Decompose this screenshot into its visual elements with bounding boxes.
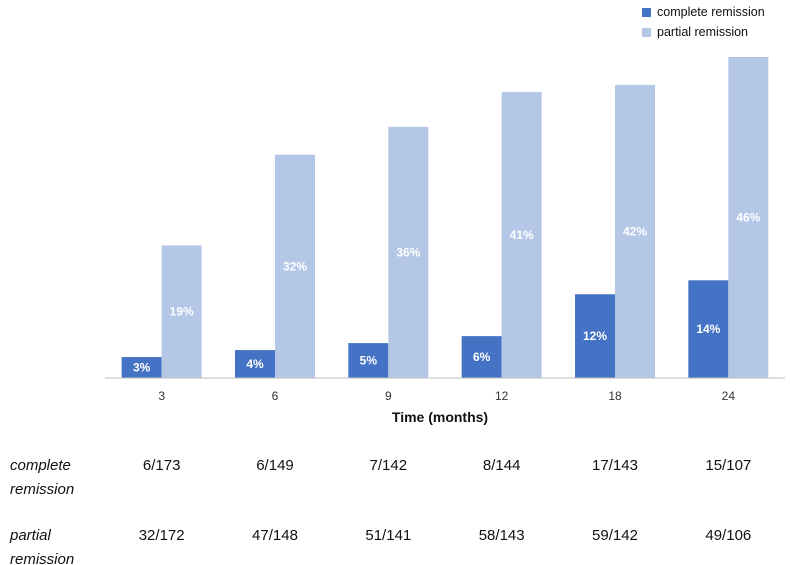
bar-partial-remission-12 — [501, 91, 542, 379]
table-cell-complete-9: 7/142 — [370, 457, 408, 474]
bar-complete-remission-3 — [121, 357, 162, 378]
legend-swatch-complete-remission — [642, 8, 651, 17]
table-row-label-complete-line-2: remission — [10, 481, 74, 498]
bar-complete-remission-12 — [461, 336, 502, 378]
x-tick-label-24: 24 — [722, 389, 736, 403]
table-row-label-partial-line-1: partial — [9, 527, 52, 544]
table-row-label-partial-line-2: remission — [10, 551, 74, 565]
x-tick-labels: 3 6 9 12 18 24 — [158, 389, 735, 403]
counts-table: complete remission 6/173 6/149 7/142 8/144 17/… — [9, 457, 751, 565]
data-label-complete-remission-9: 5% — [360, 354, 378, 368]
bar-complete-remission-9 — [348, 343, 389, 378]
x-tick-label-3: 3 — [158, 389, 165, 403]
data-label-partial-remission-3: 19% — [170, 305, 194, 319]
bar-partial-remission-3 — [161, 245, 202, 378]
table-cell-partial-12: 58/143 — [479, 527, 525, 544]
data-label-partial-remission-12: 41% — [510, 228, 534, 242]
table-cell-complete-12: 8/144 — [483, 457, 521, 474]
legend-swatch-partial-remission — [642, 28, 651, 37]
table-cell-complete-24: 15/107 — [705, 457, 751, 474]
data-label-partial-remission-9: 36% — [396, 245, 420, 259]
bar-partial-remission-9 — [388, 126, 429, 378]
data-label-complete-remission-6: 4% — [246, 357, 264, 371]
x-tick-label-9: 9 — [385, 389, 392, 403]
bar-partial-remission-24 — [728, 57, 769, 378]
data-label-complete-remission-24: 14% — [696, 322, 720, 336]
data-label-partial-remission-18: 42% — [623, 224, 647, 238]
legend-label-partial-remission: partial remission — [657, 25, 748, 39]
x-tick-label-6: 6 — [272, 389, 279, 403]
x-tick-label-18: 18 — [608, 389, 622, 403]
bar-complete-remission-24 — [688, 280, 729, 378]
table-cell-partial-6: 47/148 — [252, 527, 298, 544]
data-label-complete-remission-18: 12% — [583, 329, 607, 343]
table-cell-complete-18: 17/143 — [592, 457, 638, 474]
data-label-complete-remission-12: 6% — [473, 350, 491, 364]
bar-complete-remission-18 — [575, 294, 615, 378]
x-axis-label: Time (months) — [392, 409, 488, 425]
table-cell-partial-9: 51/141 — [365, 527, 411, 544]
bar-partial-remission-6 — [275, 154, 315, 378]
data-label-partial-remission-6: 32% — [283, 259, 307, 273]
bar-series-group: 3% 19% 4% 32% 5% 36% 6% 41% 12% 42% 14% 46% — [121, 57, 769, 379]
bar-complete-remission-6 — [235, 350, 275, 378]
legend: complete remission partial remission — [642, 5, 765, 39]
table-cell-partial-24: 49/106 — [705, 527, 751, 544]
data-label-partial-remission-24: 46% — [736, 211, 760, 225]
table-cell-complete-3: 6/173 — [143, 457, 181, 474]
table-cell-complete-6: 6/149 — [256, 457, 294, 474]
x-tick-label-12: 12 — [495, 389, 509, 403]
table-cell-partial-18: 59/142 — [592, 527, 638, 544]
table-cell-partial-3: 32/172 — [139, 527, 185, 544]
legend-label-complete-remission: complete remission — [657, 5, 765, 19]
bar-partial-remission-18 — [615, 84, 655, 379]
table-row-label-complete-line-1: complete — [10, 457, 71, 474]
data-label-complete-remission-3: 3% — [133, 361, 151, 375]
